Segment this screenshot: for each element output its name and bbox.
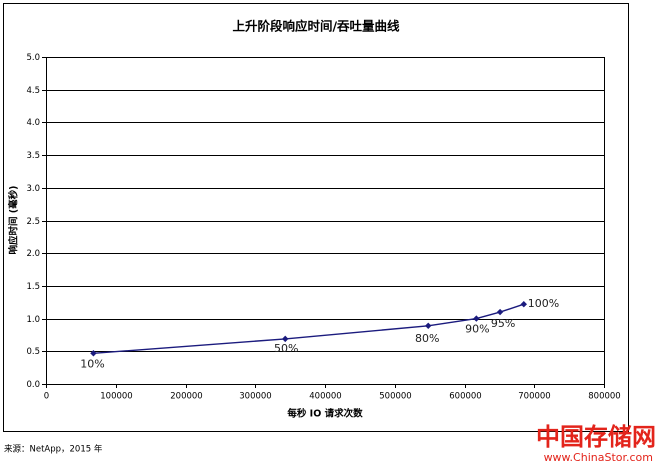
series-line [93,303,525,354]
series-group: 10% 50% 80% 90% 95% 100% [80,297,559,370]
y-tick-label: 2.5 [26,217,40,227]
source-note: 来源：NetApp，2015 年 [4,444,103,455]
y-tick-label: 5.0 [26,53,40,63]
x-tick-label: 600000 [449,392,481,402]
x-tick-label: 800000 [588,392,620,402]
x-tick-label: 200000 [170,392,202,402]
data-point [425,322,432,329]
x-tick-label: 500000 [379,392,411,402]
watermark-name: 中国存储网 [536,423,656,451]
watermark-logo: 中国存储网 www.ChinaStor.com [536,423,656,464]
y-tick-label: 1.0 [26,315,40,325]
x-tick-label: 0 [44,392,49,402]
chart-frame [3,3,629,432]
y-tick-label: 4.0 [26,118,40,128]
x-axis: 0 100000 200000 300000 400000 500000 600000 700… [44,384,621,402]
x-tick-label: 300000 [239,392,271,402]
data-label: 90% [465,323,489,336]
y-tick-label: 3.0 [26,184,40,194]
data-label: 80% [415,332,439,345]
x-tick-label: 700000 [518,392,550,402]
y-axis: 0.0 0.5 1.0 1.5 2.0 2.5 3.0 3.5 4.0 4.5 5.0 [26,53,46,390]
data-point [496,308,504,316]
y-tick-label: 3.5 [26,151,40,161]
x-tick-label: 100000 [100,392,132,402]
data-label: 50% [274,342,298,355]
chart-title: 上升阶段响应时间/吞吐量曲线 [232,19,400,34]
x-axis-title: 每秒 IO 请求次数 [287,408,363,420]
y-tick-label: 0.5 [26,347,40,357]
y-tick-label: 4.5 [26,86,40,96]
data-label: 10% [80,357,104,370]
data-point [282,335,289,343]
y-tick-label: 0.0 [26,380,40,390]
data-label: 100% [528,297,559,310]
data-point [90,350,97,357]
x-tick-label: 400000 [309,392,341,402]
watermark-url: www.ChinaStor.com [544,451,653,464]
y-tick-label: 2.0 [26,249,40,259]
y-axis-title: 响应时间 (毫秒) [8,186,20,255]
plot-area: 0.0 0.5 1.0 1.5 2.0 2.5 3.0 3.5 4.0 4.5 5.0 0 10000… [26,53,620,402]
data-label: 95% [491,317,515,330]
data-point [520,301,527,308]
data-point [473,315,480,322]
y-tick-label: 1.5 [26,282,40,292]
